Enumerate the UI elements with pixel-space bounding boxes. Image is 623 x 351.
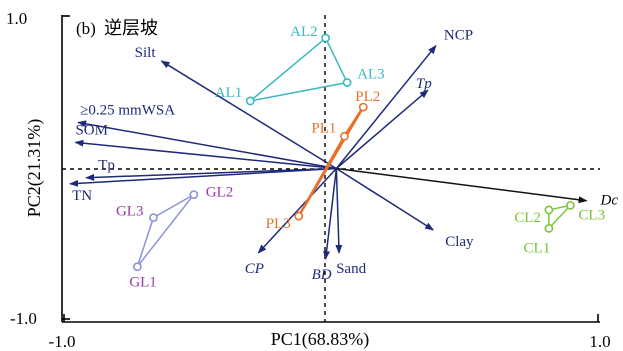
sample-point-al1	[245, 96, 255, 106]
sample-label-al2: AL2	[290, 24, 318, 40]
vector-label-sand-11: Sand	[336, 261, 367, 277]
sample-label-gl1: GL1	[129, 275, 157, 291]
y-tick-label-bottom: -1.0	[10, 309, 37, 328]
group-hull-al	[247, 36, 349, 103]
vector-silt-0	[160, 60, 337, 170]
sample-label-al3: AL3	[357, 67, 385, 83]
axes: 1.0 -1.0 -1.0 1.0 PC1(68.83%) PC2(21.31%…	[6, 9, 611, 351]
sample-point-cl3	[566, 200, 575, 210]
sample-point-pl1	[340, 131, 349, 141]
sample-point-gl2	[189, 190, 199, 199]
sample-point-pl2	[358, 102, 368, 112]
vector-bd-10	[323, 168, 338, 261]
sample-label-pl3: PL3	[266, 216, 291, 232]
vector-label-0-25-mmwsa-3: ≥0.25 mmWSA	[80, 102, 175, 118]
group-hull-cl	[548, 204, 573, 231]
vector-dc-7	[336, 167, 588, 204]
sample-label-gl3: GL3	[116, 204, 144, 220]
sample-point-pl3	[294, 211, 304, 221]
y-tick-label-top: 1.0	[6, 9, 27, 28]
vector-tn-6	[69, 167, 337, 187]
vector-label-som-4: SOM	[75, 122, 108, 138]
vector-label-cp-9: CP	[245, 261, 264, 277]
x-tick-label-right: 1.0	[589, 332, 610, 351]
vector-tp-5	[85, 167, 337, 181]
sample-point-al2	[321, 33, 331, 43]
loading-vectors: Silt NCP Tp ≥0.25 mmWSA SOM Tp TN Dc Clay CP BD San…	[69, 28, 619, 283]
sample-label-cl2: CL2	[514, 210, 541, 226]
group-hull-gl	[136, 193, 195, 268]
sample-label-gl2: GL2	[206, 185, 234, 201]
vector-tp-2	[335, 89, 429, 170]
sample-point-cl1	[544, 223, 554, 233]
panel-label: (b)	[76, 19, 96, 38]
sample-label-cl1: CL1	[524, 240, 551, 256]
vector-ncp-1	[335, 44, 437, 169]
sample-groups: AL1 AL2 AL3 PL1 PL2 PL3 GL1 GL2 GL3 CL1 CL2 CL3	[116, 24, 605, 291]
vector-label-clay-8: Clay	[445, 234, 474, 250]
sample-label-pl1: PL1	[311, 120, 336, 136]
vector-label-dc-7: Dc	[600, 193, 619, 209]
vector-label-tp-5: Tp	[98, 158, 115, 174]
x-axis-label: PC1(68.83%)	[271, 329, 370, 350]
sample-label-cl3: CL3	[578, 207, 605, 223]
y-axis-label: PC2(21.31%)	[24, 119, 45, 218]
sample-label-al1: AL1	[215, 85, 243, 101]
x-tick-label-left: -1.0	[49, 332, 76, 351]
vector-som-4	[74, 139, 337, 170]
vector-sand-11	[335, 168, 343, 254]
vector-label-tn-6: TN	[72, 188, 92, 204]
sample-point-gl3	[149, 213, 158, 223]
vector-label-silt-0: Silt	[135, 45, 157, 61]
sample-point-gl1	[132, 262, 142, 272]
sample-label-pl2: PL2	[355, 89, 380, 105]
sample-point-cl2	[544, 205, 554, 215]
sample-point-al3	[342, 78, 352, 87]
vector-label-ncp-1: NCP	[444, 28, 473, 44]
vector-label-bd-10: BD	[312, 267, 332, 283]
vector-cp-9	[257, 167, 337, 254]
vector-label-tp-2: Tp	[416, 76, 432, 92]
group-hull-pl	[297, 106, 365, 217]
vector-clay-8	[335, 167, 435, 231]
chart-title: 逆层坡	[104, 18, 158, 39]
vector-0-25-mmwsa-3	[77, 120, 337, 170]
